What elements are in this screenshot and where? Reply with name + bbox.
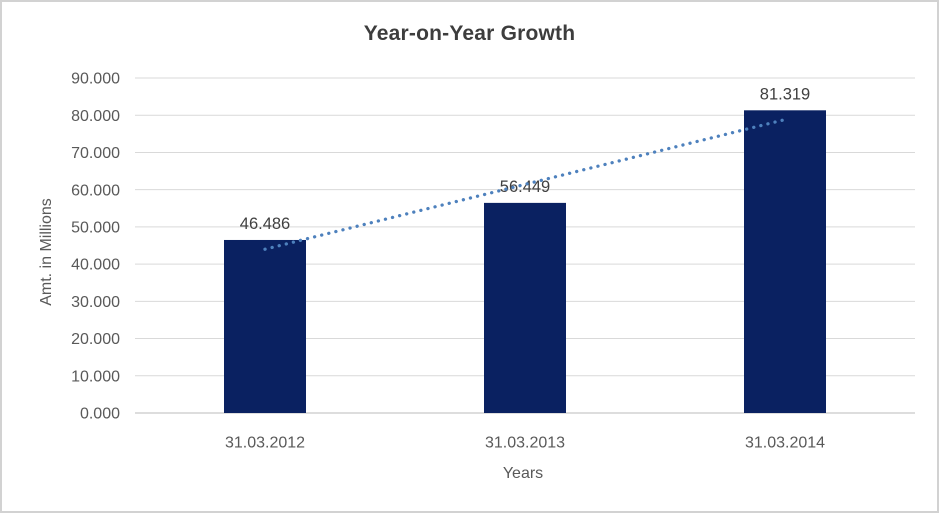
- y-tick-label: 10.000: [71, 368, 120, 385]
- y-tick-label: 30.000: [71, 294, 120, 311]
- data-label: 46.486: [240, 215, 290, 233]
- bar: [484, 202, 566, 413]
- bar: [744, 110, 826, 413]
- data-label: 56.449: [500, 178, 550, 196]
- chart-title: Year-on-Year Growth: [363, 22, 576, 45]
- bar: [224, 239, 306, 413]
- trendline: [263, 117, 787, 251]
- y-tick-label: 0.000: [80, 406, 120, 423]
- y-tick-label: 40.000: [71, 257, 120, 274]
- y-tick-label: 60.000: [71, 182, 120, 199]
- x-tick-label: 31.03.2014: [745, 435, 825, 452]
- x-tick-label: 31.03.2013: [485, 435, 565, 452]
- x-axis-title: Years: [502, 465, 544, 482]
- data-label: 81.319: [760, 85, 810, 103]
- y-tick-label: 90.000: [71, 71, 120, 88]
- y-tick-label: 50.000: [71, 219, 120, 236]
- x-tick-label: 31.03.2012: [225, 435, 305, 452]
- y-tick-label: 70.000: [71, 145, 120, 162]
- y-tick-label: 80.000: [71, 108, 120, 125]
- y-tick-label: 20.000: [71, 331, 120, 348]
